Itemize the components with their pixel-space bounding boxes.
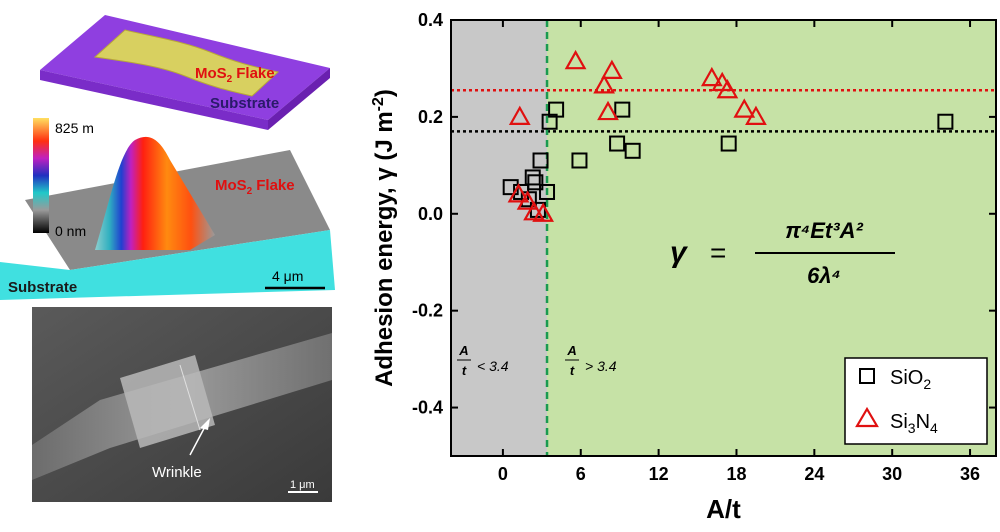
legend-label-si3n4: Si3N4 [890,411,938,436]
y-tick-label-1: -0.2 [412,301,443,321]
point-si3n4-8 [601,59,623,79]
formula-equals: = [710,237,726,268]
point-sio2-12 [609,135,626,152]
point-si3n4-6 [564,49,587,70]
substrate-side [268,68,330,130]
mos2-flake-shape [93,29,280,97]
schematic-flake-label: MoS2 Flake [195,65,275,85]
point-sio2-8 [539,183,556,200]
legend-marker-sio2 [859,368,875,384]
image-panels: MoS2 Flake Substrate 825 m 0 nm MoS2 Flake… [0,0,350,527]
legend-box [844,357,988,445]
point-si3n4-12 [716,79,739,99]
y-tick-label-4: 0.4 [418,10,443,30]
point-sio2-10 [548,101,565,118]
x-tick-label-12: 12 [649,464,669,484]
afm-scalebar-label: 4 μm [272,268,303,284]
point-si3n4-10 [700,66,723,87]
point-si3n4-7 [593,74,615,94]
data-points [502,49,954,222]
left-region-label-relation: < 3.4 [477,358,509,374]
point-si3n4-3 [516,190,539,210]
point-sio2-14 [624,142,641,159]
legend-label-sio2: SiO2 [890,367,931,392]
point-sio2-13 [614,101,631,118]
afm-ridge [95,136,215,250]
point-sio2-4 [524,169,541,186]
point-si3n4-13 [733,98,756,118]
chart-annotations: At < 3.4 At > 3.4 γ = π⁴Et³A² 6λ⁴ SiO2 Si3N4 [457,218,988,445]
right-region-label-numerator: A [566,343,576,358]
x-tick-label-6: 6 [576,464,586,484]
panels-svg: MoS2 Flake Substrate 825 m 0 nm MoS2 Flake… [0,15,335,502]
y-tick-label-3: 0.2 [418,107,443,127]
sem-wrinkle-label: Wrinkle [152,464,202,481]
x-tick-label-24: 24 [804,464,824,484]
legend: SiO2 Si3N4 [844,357,988,445]
x-tick-label-36: 36 [960,464,980,484]
point-sio2-7 [532,152,549,169]
afm-scale-min: 0 nm [55,223,86,239]
point-si3n4-2 [507,183,530,203]
x-tick-label-30: 30 [882,464,902,484]
plot-frame [450,19,997,457]
region-low-ratio [451,20,548,456]
afm-substrate-label: Substrate [8,279,77,296]
substrate-front [40,70,268,130]
chart-svg: 0 6 12 18 24 30 36 -0.4 -0.2 0.0 0.2 0.4 A/t Adhesion… [370,10,997,524]
right-region-label-relation: > 3.4 [585,358,617,374]
adhesion-chart: 0 6 12 18 24 30 36 -0.4 -0.2 0.0 0.2 0.4 A/t Adhesion… [350,0,1000,527]
point-sio2-16 [937,113,954,130]
schematic-substrate-label: Substrate [210,95,279,112]
left-region-label: At < 3.4 [457,343,509,378]
formula-lhs: γ [670,236,689,269]
x-tick-label-0: 0 [498,464,508,484]
point-sio2-15 [720,135,737,152]
point-si3n4-14 [745,105,767,125]
right-region-label: At > 3.4 [565,343,617,378]
axes: 0 6 12 18 24 30 36 -0.4 -0.2 0.0 0.2 0.4 A/t Adhesion… [370,10,997,524]
afm-panel: 825 m 0 nm MoS2 Flake Substrate 4 μm [0,118,335,300]
y-tick-label-2: 0.0 [418,204,443,224]
afm-color-scale [33,118,49,233]
y-axis-label: Adhesion energy, γ (J m-2) [370,89,398,387]
point-si3n4-9 [597,100,619,121]
sem-panel: Wrinkle 1 μm [32,307,332,502]
left-region-label-numerator: A [458,343,468,358]
formula-numerator: π⁴Et³A² [785,218,863,243]
point-sio2-3 [520,191,537,208]
left-region-label-denominator: t [462,363,467,378]
point-sio2-5 [527,174,544,191]
right-region-label-denominator: t [570,363,575,378]
sem-scalebar-label: 1 μm [290,479,315,491]
sem-arrow-head [200,418,210,430]
x-tick-label-18: 18 [726,464,746,484]
point-si3n4-5 [532,202,555,222]
legend-marker-si3n4 [855,406,879,428]
afm-substrate [0,230,335,300]
afm-scale-max: 825 m [55,120,94,136]
formula-denominator: 6λ⁴ [807,263,841,288]
afm-flake-label: MoS2 Flake [215,177,295,197]
y-tick-label-0: -0.4 [412,398,443,418]
sem-wrinkle-region [120,355,215,448]
sem-wrinkle-line [179,364,201,431]
x-axis-label: A/t [706,494,741,524]
schematic-panel: MoS2 Flake Substrate [40,15,330,130]
point-sio2-11 [571,152,588,169]
point-si3n4-1 [508,105,531,125]
